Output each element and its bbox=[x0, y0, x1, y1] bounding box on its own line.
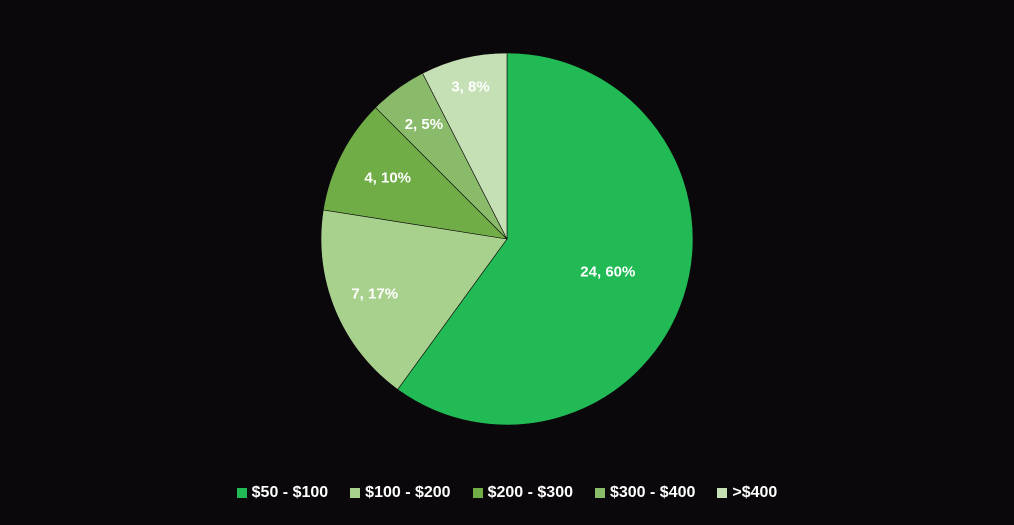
pie-data-labels: 24, 60% 7, 17% 4, 10% 2, 5% 3, 8% bbox=[351, 79, 635, 303]
pie-slices bbox=[320, 52, 694, 426]
legend-swatch-2 bbox=[350, 488, 361, 498]
legend-label-5: >$400 bbox=[732, 484, 778, 501]
legend-swatch-3 bbox=[472, 488, 483, 498]
legend-label-2: $100 - $200 bbox=[365, 484, 451, 501]
legend-item-4: $300 - $400 bbox=[594, 484, 696, 502]
pie-slice-2 bbox=[320, 209, 508, 390]
pie-slice-1 bbox=[397, 52, 694, 426]
legend-item-2: $100 - $200 bbox=[350, 484, 451, 502]
legend-swatch-4 bbox=[594, 488, 605, 498]
data-label-3: 4, 10% bbox=[364, 170, 411, 187]
legend-label-4: $300 - $400 bbox=[609, 484, 696, 501]
pie-slice-5 bbox=[422, 52, 508, 240]
legend-item-5: >$400 bbox=[717, 484, 777, 502]
chart-legend: $50 - $100 $100 - $200 $200 - $300 $300 - $… bbox=[0, 484, 1014, 502]
legend-label-1: $50 - $100 bbox=[251, 484, 329, 501]
legend-swatch-1 bbox=[236, 488, 247, 498]
data-label-4: 2, 5% bbox=[405, 116, 443, 133]
pie-slice-3 bbox=[322, 107, 508, 240]
legend-item-3: $200 - $300 bbox=[472, 484, 573, 502]
data-label-5: 3, 8% bbox=[451, 79, 489, 96]
legend-label-3: $200 - $300 bbox=[487, 484, 573, 501]
data-label-2: 7, 17% bbox=[351, 285, 398, 302]
data-label-1: 24, 60% bbox=[580, 263, 635, 280]
legend-item-1: $50 - $100 bbox=[236, 484, 329, 502]
legend-swatch-5 bbox=[717, 488, 728, 498]
